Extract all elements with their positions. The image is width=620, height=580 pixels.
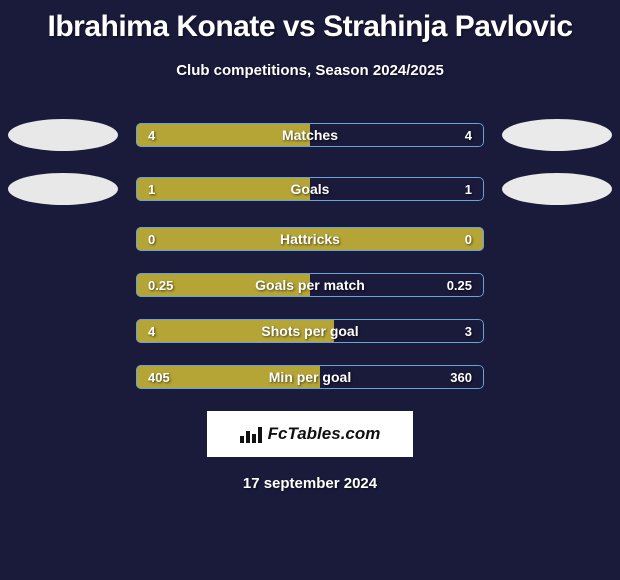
comparison-row: 00Hattricks (0, 227, 620, 251)
player-right-ellipse (502, 173, 612, 205)
stat-bar-left-fill (136, 227, 484, 251)
comparison-row: 11Goals (0, 173, 620, 205)
comparison-row: 43Shots per goal (0, 319, 620, 343)
stat-bar-right-fill (310, 273, 484, 297)
comparison-rows: 44Matches 11Goals 00Hattricks 0.250.25Goals… (0, 119, 620, 389)
bar-chart-icon (240, 425, 262, 443)
stat-bar: 11Goals (136, 177, 484, 201)
subtitle: Club competitions, Season 2024/2025 (0, 62, 620, 79)
stat-bar-right-fill (310, 123, 484, 147)
stat-bar: 44Matches (136, 123, 484, 147)
player-left-ellipse (8, 173, 118, 205)
stat-bar: 405360Min per goal (136, 365, 484, 389)
page-title: Ibrahima Konate vs Strahinja Pavlovic (0, 0, 620, 44)
player-left-ellipse (8, 119, 118, 151)
stat-bar: 0.250.25Goals per match (136, 273, 484, 297)
comparison-row: 44Matches (0, 119, 620, 151)
stat-bar-left-fill (136, 319, 334, 343)
stat-bar: 00Hattricks (136, 227, 484, 251)
player-right-ellipse (502, 119, 612, 151)
stat-bar-left-fill (136, 273, 310, 297)
date-label: 17 september 2024 (0, 475, 620, 492)
stat-bar-right-fill (310, 177, 484, 201)
brand-text: FcTables.com (268, 424, 381, 444)
stat-bar: 43Shots per goal (136, 319, 484, 343)
stat-bar-left-fill (136, 123, 310, 147)
stat-bar-right-fill (320, 365, 484, 389)
brand-box: FcTables.com (207, 411, 413, 457)
stat-bar-left-fill (136, 365, 320, 389)
comparison-row: 405360Min per goal (0, 365, 620, 389)
comparison-row: 0.250.25Goals per match (0, 273, 620, 297)
stat-bar-left-fill (136, 177, 310, 201)
stat-bar-right-fill (334, 319, 484, 343)
